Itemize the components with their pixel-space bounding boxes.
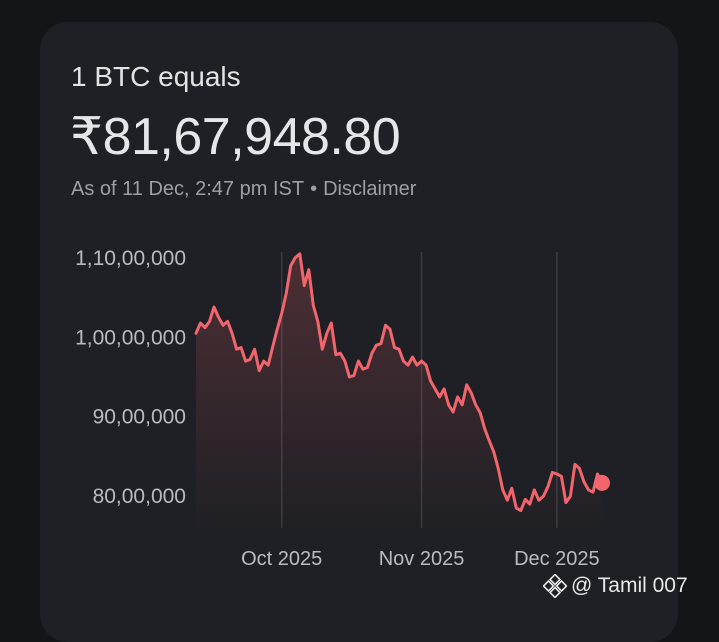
price-card bbox=[40, 22, 678, 642]
watermark: @ Tamil 007 bbox=[543, 572, 688, 600]
btc-price: ₹81,67,948.80 bbox=[70, 108, 401, 166]
x-axis-labels: Oct 2025 Nov 2025 Dec 2025 bbox=[241, 548, 600, 570]
price-line-chart[interactable]: 80,00,000 90,00,000 1,00,00,000 1,10,00,000… bbox=[0, 0, 719, 614]
price-line bbox=[194, 252, 604, 512]
y-tick-label: 1,10,00,000 bbox=[75, 247, 186, 270]
y-tick-label: 80,00,000 bbox=[93, 485, 186, 508]
x-tick-label: Oct 2025 bbox=[241, 548, 322, 570]
x-tick-label: Dec 2025 bbox=[514, 548, 600, 570]
separator-dot: • bbox=[310, 178, 318, 200]
x-tick-label: Nov 2025 bbox=[379, 548, 465, 570]
conversion-title: 1 BTC equals bbox=[71, 61, 241, 92]
timestamp-row: As of 11 Dec, 2:47 pm IST • Disclaimer bbox=[71, 176, 416, 202]
current-price-marker bbox=[594, 474, 610, 491]
as-of-timestamp: As of 11 Dec, 2:47 pm IST bbox=[71, 178, 305, 200]
y-tick-label: 1,00,00,000 bbox=[75, 326, 186, 349]
y-axis-labels: 80,00,000 90,00,000 1,00,00,000 1,10,00,000 bbox=[75, 247, 186, 508]
y-tick-label: 90,00,000 bbox=[93, 406, 186, 429]
binance-logo-icon bbox=[543, 574, 567, 598]
disclaimer-link[interactable]: Disclaimer bbox=[323, 178, 417, 200]
watermark-text: @ Tamil 007 bbox=[571, 574, 688, 597]
price-area-fill bbox=[196, 253, 602, 529]
